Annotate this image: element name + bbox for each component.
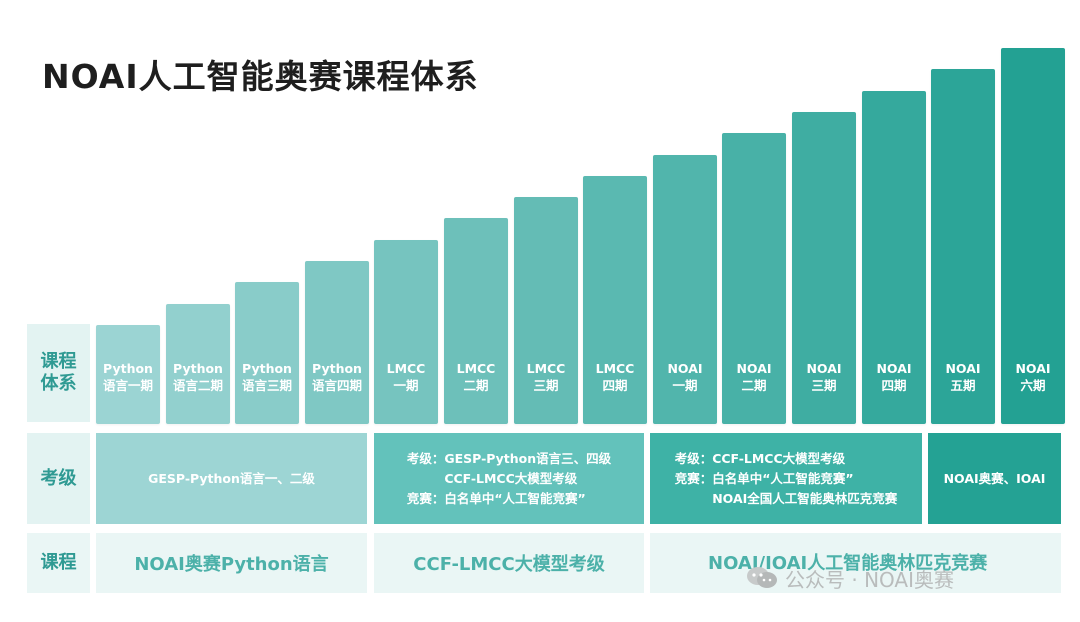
bar-noai-1: NOAI 一期 <box>653 155 717 424</box>
bar-label-line2: 三期 <box>811 378 837 393</box>
bar-label: NOAI 四期 <box>862 360 926 394</box>
bar-label-line2: 语言一期 <box>102 378 153 393</box>
row-header-course-system-line-1: 课程 <box>40 351 77 372</box>
bar-label-line2: 三期 <box>533 378 559 393</box>
exam-line: CCF-LMCC大模型考级 <box>406 470 578 486</box>
bar-label-line1: NOAI <box>736 361 772 376</box>
bar-label: NOAI 六期 <box>1001 360 1065 394</box>
bar-label: NOAI 一期 <box>653 360 717 394</box>
row-header-course-system: 课程 体系 <box>27 324 90 422</box>
bar-label: LMCC 一期 <box>374 360 438 394</box>
bar-label-line2: 二期 <box>741 378 767 393</box>
exam-block-python-text: GESP-Python语言一、二级 <box>148 470 315 486</box>
bar-label-line1: NOAI <box>1015 361 1051 376</box>
exam-block-olympiad-text: NOAI奥赛、IOAI <box>943 470 1046 486</box>
bar-python-1: Python 语言一期 <box>96 325 160 424</box>
bar-label: Python 语言四期 <box>305 360 369 394</box>
bar-label-line1: NOAI <box>806 361 842 376</box>
bar-label-line1: LMCC <box>386 361 426 376</box>
exam-block-noai: 考级：CCF-LMCC大模型考级 竞赛：白名单中“人工智能竞赛” NOAI全国人… <box>650 433 922 524</box>
bar-lmcc-4: LMCC 四期 <box>583 176 647 424</box>
row-header-exam-level: 考级 <box>27 433 90 524</box>
watermark-text: 公众号 · NOAI奥赛 <box>785 567 955 592</box>
bar-noai-2: NOAI 二期 <box>722 133 786 424</box>
exam-block-noai-lines: 考级：CCF-LMCC大模型考级 竞赛：白名单中“人工智能竞赛” NOAI全国人… <box>675 449 898 509</box>
bar-label-line1: NOAI <box>945 361 981 376</box>
bar-noai-5: NOAI 五期 <box>931 69 995 424</box>
exam-block-lmcc: 考级：GESP-Python语言三、四级 CCF-LMCC大模型考级 竞赛：白名… <box>374 433 644 524</box>
bar-label-line2: 四期 <box>602 378 628 393</box>
bar-python-4: Python 语言四期 <box>305 261 369 424</box>
bar-label-line1: NOAI <box>667 361 703 376</box>
exam-block-lmcc-lines: 考级：GESP-Python语言三、四级 CCF-LMCC大模型考级 竞赛：白名… <box>407 449 611 509</box>
bar-label-line2: 五期 <box>950 378 976 393</box>
bar-lmcc-1: LMCC 一期 <box>374 240 438 424</box>
bar-noai-4: NOAI 四期 <box>862 91 926 424</box>
wechat-logo-icon <box>745 566 779 590</box>
exam-line: 竞赛：白名单中“人工智能竞赛” <box>406 490 586 506</box>
bar-label-line2: 二期 <box>463 378 489 393</box>
course-block-lmcc: CCF-LMCC大模型考级 <box>374 533 644 593</box>
page-title: NOAI人工智能奥赛课程体系 <box>42 57 479 96</box>
bar-label-line1: NOAI <box>876 361 912 376</box>
bar-label: Python 语言一期 <box>96 360 160 394</box>
bar-lmcc-3: LMCC 三期 <box>514 197 578 424</box>
exam-line: 考级：GESP-Python语言三、四级 <box>406 450 612 466</box>
bar-python-2: Python 语言二期 <box>166 304 230 424</box>
bar-label-line1: Python <box>103 361 153 376</box>
exam-block-python: GESP-Python语言一、二级 <box>96 433 367 524</box>
bar-label: NOAI 五期 <box>931 360 995 394</box>
bar-label: LMCC 二期 <box>444 360 508 394</box>
bar-label-line1: Python <box>173 361 223 376</box>
bar-label: NOAI 二期 <box>722 360 786 394</box>
bar-label: LMCC 三期 <box>514 360 578 394</box>
bar-label-line1: LMCC <box>526 361 566 376</box>
course-block-python: NOAI奥赛Python语言 <box>96 533 367 593</box>
exam-line: 竞赛：白名单中“人工智能竞赛” <box>674 470 854 486</box>
watermark: 公众号 · NOAI奥赛 <box>745 564 954 592</box>
bar-label: LMCC 四期 <box>583 360 647 394</box>
bar-label: NOAI 三期 <box>792 360 856 394</box>
bar-python-3: Python 语言三期 <box>235 282 299 424</box>
course-block-noai: NOAI/IOAI人工智能奥林匹克竞赛 <box>650 533 1061 593</box>
bar-lmcc-2: LMCC 二期 <box>444 218 508 424</box>
exam-line: NOAI全国人工智能奥林匹克竞赛 <box>674 490 898 506</box>
bar-noai-6: NOAI 六期 <box>1001 48 1065 424</box>
bar-label: Python 语言二期 <box>166 360 230 394</box>
bar-label: Python 语言三期 <box>235 360 299 394</box>
row-header-course: 课程 <box>27 533 90 593</box>
bar-label-line1: Python <box>312 361 362 376</box>
bar-label-line1: Python <box>242 361 292 376</box>
exam-block-olympiad: NOAI奥赛、IOAI <box>928 433 1061 524</box>
bar-label-line2: 六期 <box>1020 378 1046 393</box>
bar-label-line2: 一期 <box>672 378 698 393</box>
bar-label-line1: LMCC <box>456 361 496 376</box>
bar-label-line1: LMCC <box>595 361 635 376</box>
bar-label-line2: 语言四期 <box>311 378 362 393</box>
exam-line: 考级：CCF-LMCC大模型考级 <box>674 450 846 466</box>
row-header-course-system-line-2: 体系 <box>40 373 77 394</box>
bar-label-line2: 四期 <box>881 378 907 393</box>
bar-label-line2: 语言三期 <box>241 378 292 393</box>
bar-label-line2: 语言二期 <box>172 378 223 393</box>
bar-noai-3: NOAI 三期 <box>792 112 856 424</box>
bar-label-line2: 一期 <box>393 378 419 393</box>
